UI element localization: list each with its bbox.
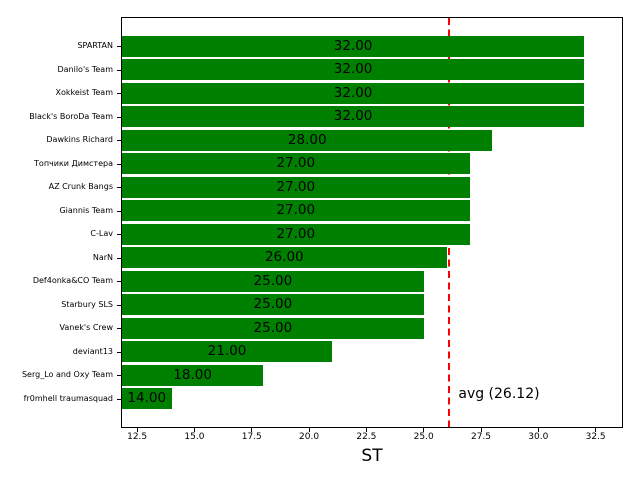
y-tick xyxy=(117,328,121,330)
bar: 27.00 xyxy=(122,200,470,222)
bar-value-label: 25.00 xyxy=(253,319,293,336)
bar: 25.00 xyxy=(122,294,424,316)
x-tick-label: 25.0 xyxy=(413,432,434,442)
x-tick-label: 20.0 xyxy=(299,432,320,442)
bar: 27.00 xyxy=(122,176,470,198)
bar-value-label: 28.00 xyxy=(287,131,327,148)
bar: 32.00 xyxy=(122,82,585,104)
y-tick xyxy=(117,257,121,259)
x-tick-label: 27.5 xyxy=(470,432,492,442)
y-tick xyxy=(117,398,121,400)
y-tick-label: Danilo's Team xyxy=(57,64,113,74)
bar: 27.00 xyxy=(122,153,470,175)
x-tick xyxy=(193,428,195,432)
y-tick xyxy=(117,351,121,353)
y-tick-label: Giannis Team xyxy=(59,205,113,215)
y-tick xyxy=(117,210,121,212)
y-tick-label: Dawkins Richard xyxy=(46,135,113,145)
bar-value-label: 27.00 xyxy=(276,178,316,195)
bar-value-label: 18.00 xyxy=(173,366,212,383)
y-tick-label: C-Lav xyxy=(90,229,113,239)
bar: 25.00 xyxy=(122,317,424,339)
x-tick-label: 15.0 xyxy=(184,432,205,442)
x-tick xyxy=(308,428,310,432)
x-tick-label: 30.0 xyxy=(528,432,549,442)
bar: 28.00 xyxy=(122,129,493,151)
bar-value-label: 27.00 xyxy=(276,225,316,242)
x-tick-label: 12.5 xyxy=(127,432,148,442)
y-tick xyxy=(117,46,121,47)
bar-value-label: 32.00 xyxy=(333,37,373,54)
y-tick-label: deviant13 xyxy=(72,346,113,356)
x-tick xyxy=(251,428,253,432)
bar-value-label: 25.00 xyxy=(253,296,293,313)
bar: 32.00 xyxy=(122,35,585,57)
y-tick-label: AZ Crunk Bangs xyxy=(48,182,113,192)
bar: 26.00 xyxy=(122,247,447,269)
x-tick xyxy=(537,428,539,432)
x-tick xyxy=(423,428,425,432)
y-tick-label: Топчики Димстера xyxy=(34,158,113,168)
y-tick xyxy=(117,281,121,283)
y-tick-label: SPARTAN xyxy=(77,41,113,50)
bar: 32.00 xyxy=(122,59,585,81)
y-tick-label: NarN xyxy=(92,252,113,262)
bar: 21.00 xyxy=(122,341,332,363)
y-tick xyxy=(117,163,121,165)
bar-value-label: 32.00 xyxy=(333,108,373,125)
bar: 32.00 xyxy=(122,106,585,128)
x-axis-label: ST xyxy=(361,446,383,466)
bar-value-label: 32.00 xyxy=(333,61,373,78)
y-tick-label: Vanek's Crew xyxy=(59,323,113,333)
y-tick xyxy=(117,304,121,306)
x-tick xyxy=(136,428,138,432)
y-tick xyxy=(117,140,121,142)
plot-area: avg (26.12) 32.00 32.00 32.00 32.00 28.00 27.… xyxy=(121,17,623,428)
bar: 18.00 xyxy=(122,364,264,386)
y-tick-label: Def4onka&CO Team xyxy=(32,276,113,286)
bar: 25.00 xyxy=(122,270,424,292)
y-tick xyxy=(117,69,121,71)
y-tick xyxy=(117,116,121,118)
y-tick-label: Starbury SLS xyxy=(61,299,113,309)
bar-value-label: 26.00 xyxy=(264,249,304,266)
bar-value-label: 21.00 xyxy=(207,343,247,360)
y-tick-label: Black's BoroDa Team xyxy=(29,111,113,121)
bar-value-label: 14.00 xyxy=(127,390,167,407)
average-line-label: avg (26.12) xyxy=(458,386,540,402)
y-tick xyxy=(117,375,121,377)
y-tick-label: fr0mhell traumasquad xyxy=(23,393,113,403)
y-tick xyxy=(117,234,121,236)
bar: 27.00 xyxy=(122,223,470,245)
x-tick-label: 17.5 xyxy=(241,432,262,442)
x-tick-label: 32.5 xyxy=(585,432,606,442)
bar-value-label: 25.00 xyxy=(253,272,293,289)
bar-value-label: 32.00 xyxy=(333,84,373,101)
y-tick-label: Serg_Lo and Oxy Team xyxy=(21,370,113,380)
y-tick-label: Xokkeist Team xyxy=(55,88,114,98)
x-tick-label: 22.5 xyxy=(356,432,377,442)
y-tick xyxy=(117,187,121,189)
average-line xyxy=(448,18,451,427)
bar-value-label: 27.00 xyxy=(276,202,316,219)
bar: 14.00 xyxy=(122,388,172,410)
x-tick xyxy=(595,428,597,432)
y-tick xyxy=(117,93,121,95)
x-tick xyxy=(365,428,367,432)
bar-value-label: 27.00 xyxy=(276,155,316,172)
x-tick xyxy=(480,428,482,432)
